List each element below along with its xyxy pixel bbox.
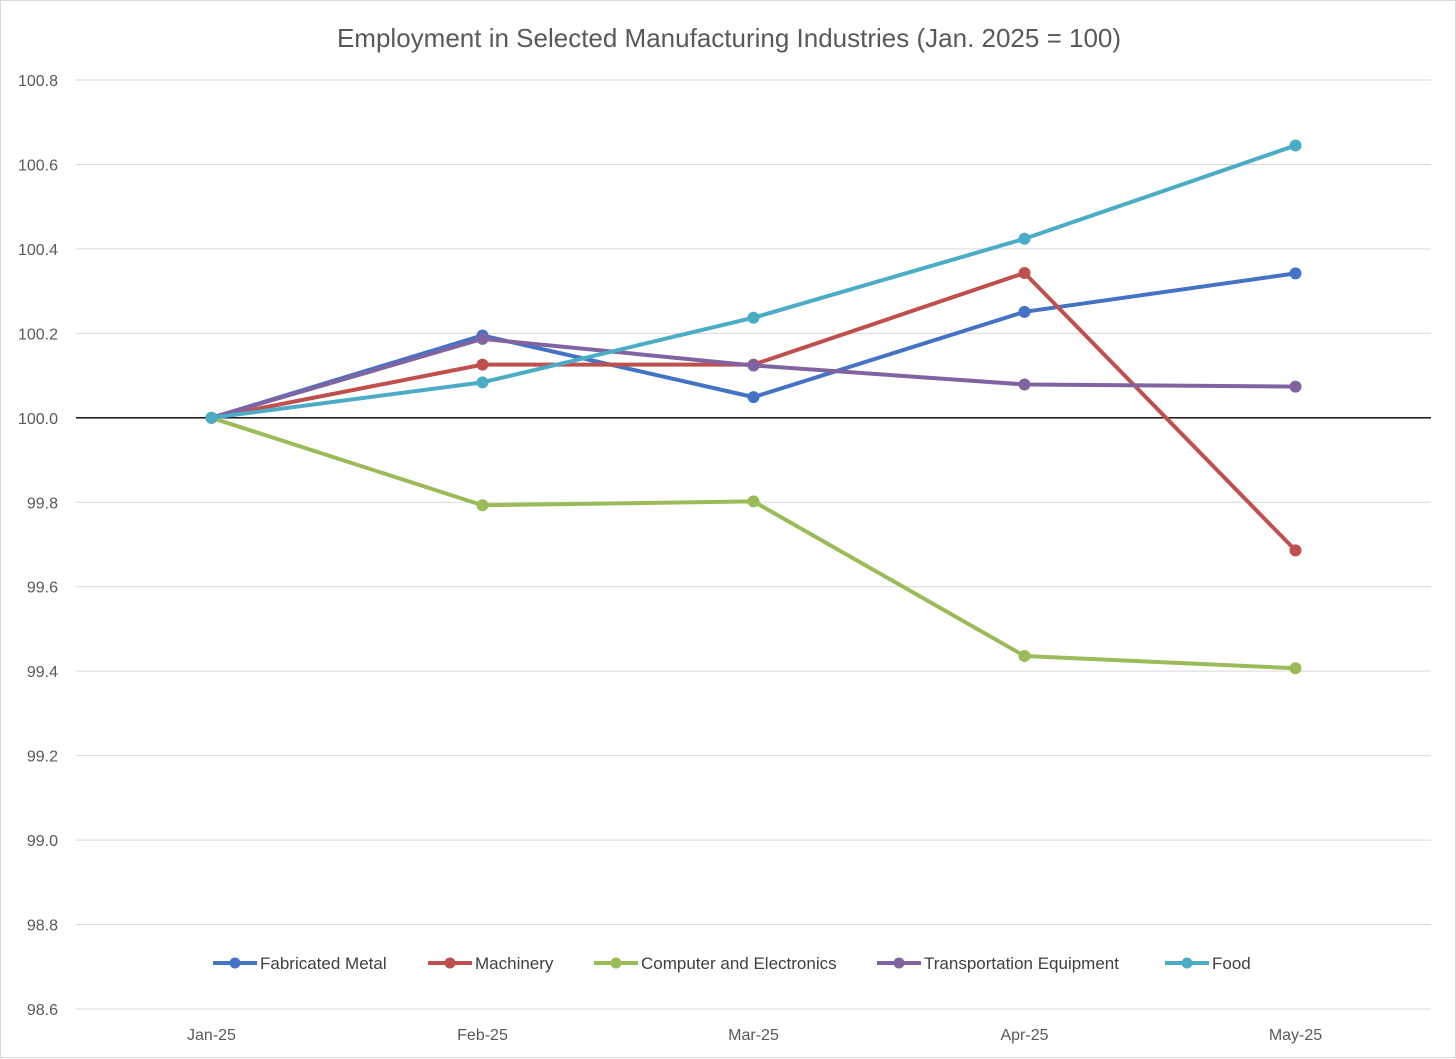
data-point xyxy=(1289,662,1302,675)
data-point xyxy=(1018,232,1031,245)
data-point xyxy=(747,391,760,404)
x-tick-label: Mar-25 xyxy=(728,1027,779,1044)
y-tick-label: 100.2 xyxy=(18,326,58,343)
y-tick-label: 100.8 xyxy=(18,73,58,90)
data-point xyxy=(747,311,760,324)
series-transportation-equipment xyxy=(205,332,1302,424)
y-tick-label: 99.0 xyxy=(27,833,58,850)
data-point xyxy=(476,332,489,345)
data-point xyxy=(476,358,489,371)
legend-swatch-marker xyxy=(610,957,622,969)
data-point xyxy=(205,411,218,424)
y-tick-label: 99.6 xyxy=(27,580,58,597)
x-tick-label: Apr-25 xyxy=(1000,1027,1048,1044)
data-point xyxy=(1018,305,1031,318)
series-machinery xyxy=(205,266,1302,557)
y-tick-label: 98.6 xyxy=(27,1002,58,1019)
y-axis-ticks: 100.8 100.6 100.4 100.2 100.0 99.8 99.6 99.4 99.… xyxy=(18,73,58,1019)
data-point xyxy=(747,495,760,508)
legend-swatch-marker xyxy=(444,957,456,969)
legend-swatch-marker xyxy=(893,957,905,969)
x-tick-label: Feb-25 xyxy=(457,1027,508,1044)
legend-item: Computer and Electronics xyxy=(594,954,837,973)
y-tick-label: 99.8 xyxy=(27,495,58,512)
legend-item: Machinery xyxy=(428,954,554,973)
y-tick-label: 100.0 xyxy=(18,411,58,428)
series-lines xyxy=(205,139,1302,675)
y-tick-label: 99.2 xyxy=(27,749,58,766)
legend-item: Fabricated Metal xyxy=(213,954,387,973)
y-tick-label: 98.8 xyxy=(27,918,58,935)
legend-item: Transportation Equipment xyxy=(877,954,1119,973)
legend: Fabricated Metal Machinery Computer and El… xyxy=(213,954,1251,973)
legend-label: Computer and Electronics xyxy=(641,954,837,973)
data-point xyxy=(1018,266,1031,279)
y-tick-label: 100.6 xyxy=(18,157,58,174)
data-point xyxy=(1018,649,1031,662)
series-line xyxy=(209,415,1298,671)
series-line xyxy=(209,336,1298,420)
series-fabricated-metal xyxy=(205,267,1302,424)
data-point xyxy=(1289,267,1302,280)
x-axis-ticks: Jan-25 Feb-25 Mar-25 Apr-25 May-25 xyxy=(187,1027,1322,1044)
data-point xyxy=(476,499,489,512)
data-point xyxy=(1289,380,1302,393)
legend-label: Food xyxy=(1212,954,1251,973)
data-point xyxy=(476,376,489,389)
legend-swatch-marker xyxy=(229,957,241,969)
data-point xyxy=(747,359,760,372)
data-point xyxy=(1289,544,1302,557)
data-point xyxy=(1289,139,1302,152)
legend-label: Machinery xyxy=(475,954,554,973)
x-tick-label: Jan-25 xyxy=(187,1027,236,1044)
gridlines xyxy=(76,79,1431,1010)
y-tick-label: 100.4 xyxy=(18,242,58,259)
y-tick-label: 99.4 xyxy=(27,664,58,681)
legend-label: Transportation Equipment xyxy=(924,954,1119,973)
legend-swatch-marker xyxy=(1181,957,1193,969)
data-point xyxy=(1018,378,1031,391)
chart-title: Employment in Selected Manufacturing Ind… xyxy=(337,23,1121,53)
x-tick-label: May-25 xyxy=(1269,1027,1322,1044)
legend-label: Fabricated Metal xyxy=(260,954,387,973)
legend-item: Food xyxy=(1165,954,1251,973)
series-food xyxy=(205,139,1302,424)
series-computer-and-electronics xyxy=(205,411,1302,675)
series-line xyxy=(209,143,1298,420)
